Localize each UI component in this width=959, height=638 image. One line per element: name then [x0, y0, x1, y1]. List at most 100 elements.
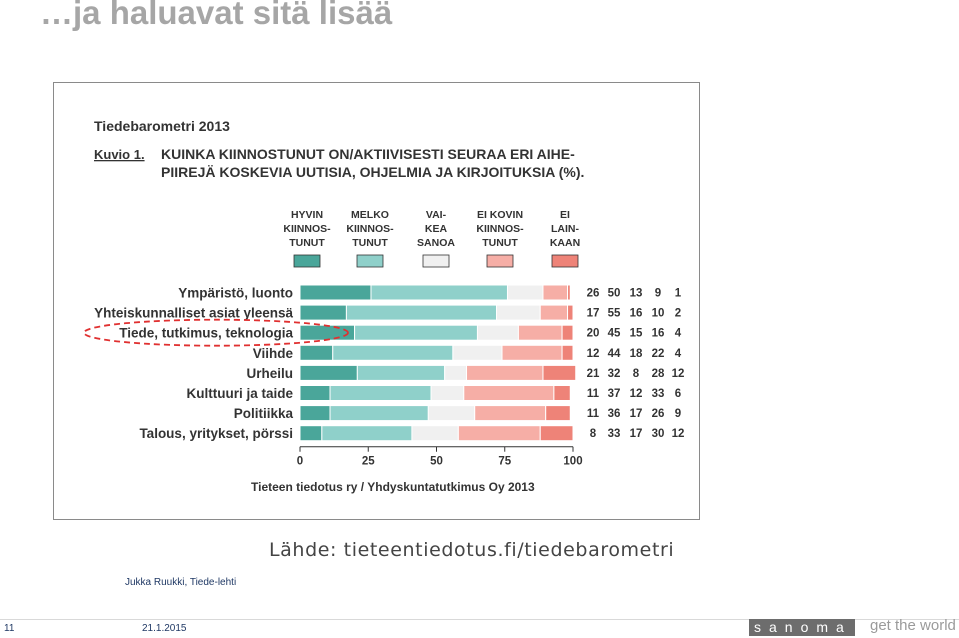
legend-swatch [356, 254, 384, 268]
legend-label: EI KOVIN [477, 209, 523, 221]
legend-label: VAI- [426, 209, 447, 221]
category-label: Kulttuuri ja taide [186, 386, 293, 401]
x-tick-label: 75 [498, 456, 511, 468]
chart-title: Tiedebarometri 2013 [94, 118, 230, 134]
value-label: 12 [587, 348, 600, 360]
legend-label: KIINNOS- [476, 223, 524, 235]
bar-segment [444, 364, 468, 381]
bar-segment [299, 324, 356, 341]
bar-segment [452, 344, 503, 361]
legend-label: KEA [425, 223, 448, 235]
footer-divider [0, 619, 959, 620]
x-tick-label: 100 [563, 456, 582, 468]
bar-segment [329, 385, 432, 401]
page-number: 11 [4, 623, 15, 634]
value-label: 4 [675, 348, 682, 360]
legend-label: LAIN- [551, 223, 579, 235]
bar-segment [463, 385, 555, 401]
legend-label: KAAN [550, 237, 580, 249]
category-label: Urheilu [246, 366, 293, 381]
value-label: 13 [630, 288, 643, 300]
legend-label: SANOA [417, 237, 455, 249]
bar-segment [299, 364, 358, 381]
bar-segment [299, 344, 334, 361]
value-label: 20 [587, 328, 600, 340]
sanoma-logo: sanoma [749, 619, 855, 636]
legend-label: EI [560, 209, 570, 221]
bar-segment [506, 284, 544, 301]
value-label: 15 [630, 328, 643, 340]
value-label: 26 [652, 408, 665, 420]
highlight-ellipse [83, 318, 349, 347]
value-label: 21 [587, 368, 600, 380]
legend-label: KIINNOS- [346, 223, 394, 235]
value-label: 2 [675, 308, 681, 320]
value-label: 12 [630, 388, 643, 400]
value-label: 16 [652, 328, 665, 340]
legend-swatch [551, 254, 579, 268]
value-label: 12 [672, 428, 685, 440]
value-label: 22 [652, 348, 665, 360]
bar-segment [427, 405, 476, 422]
value-label: 32 [608, 368, 621, 380]
figure-label: Kuvio 1. [94, 147, 145, 162]
bar-segment [476, 324, 519, 341]
bar-segment [299, 284, 372, 301]
bar-segment [299, 304, 347, 321]
chart-subtitle-line: KUINKA KIINNOSTUNUT ON/AKTIIVISESTI SEUR… [161, 146, 575, 162]
value-label: 18 [630, 348, 643, 360]
value-label: 8 [590, 428, 597, 440]
category-label: Ympäristö, luonto [178, 286, 293, 301]
value-label: 1 [675, 288, 682, 300]
legend-label: TUNUT [352, 237, 388, 249]
bar-segment [321, 425, 413, 442]
value-label: 30 [652, 428, 665, 440]
value-label: 17 [630, 428, 643, 440]
value-label: 50 [608, 288, 621, 300]
bar-segment [411, 425, 459, 442]
value-label: 6 [675, 388, 681, 400]
bar-segment [567, 304, 574, 321]
value-label: 16 [630, 308, 643, 320]
bar-segment [466, 364, 544, 381]
legend-label: MELKO [351, 209, 389, 221]
bar-segment [430, 385, 465, 401]
legend-label: HYVIN [291, 209, 323, 221]
value-label: 28 [652, 368, 665, 380]
author-credit: Jukka Ruukki, Tiede-lehti [125, 577, 237, 588]
bar-segment [545, 405, 571, 422]
bar-segment [457, 425, 541, 442]
legend-label: TUNUT [482, 237, 518, 249]
category-label: Talous, yritykset, pörssi [139, 426, 293, 441]
slide-title: …ja haluavat sitä lisää [40, 0, 393, 31]
bar-segment [496, 304, 541, 321]
legend-label: TUNUT [289, 237, 325, 249]
legend-swatch [486, 254, 514, 268]
category-label: Yhteiskunnalliset asiat yleensä [94, 306, 293, 321]
bar-segment [299, 405, 331, 422]
source-link[interactable]: Lähde: tieteentiedotus.fi/tiedebarometri [269, 539, 675, 561]
value-label: 8 [633, 368, 640, 380]
bar-segment [561, 344, 574, 361]
bar-segment [354, 324, 478, 341]
legend-label: KIINNOS- [283, 223, 331, 235]
tagline: get the world [870, 617, 956, 634]
value-label: 12 [672, 368, 685, 380]
legend-swatch [293, 254, 321, 268]
value-label: 9 [655, 288, 661, 300]
bar-segment [329, 405, 429, 422]
bar-segment [345, 304, 498, 321]
bar-segment [356, 364, 446, 381]
x-tick-label: 0 [297, 456, 303, 468]
value-label: 9 [675, 408, 681, 420]
value-label: 26 [587, 288, 600, 300]
category-label: Tiede, tutkimus, teknologia [119, 326, 293, 341]
bar-segment [539, 304, 569, 321]
value-label: 45 [608, 328, 621, 340]
value-label: 36 [608, 408, 621, 420]
value-label: 37 [608, 388, 621, 400]
category-label: Politiikka [234, 406, 294, 421]
value-label: 17 [630, 408, 643, 420]
bar-segment [299, 425, 323, 442]
value-label: 33 [652, 388, 665, 400]
